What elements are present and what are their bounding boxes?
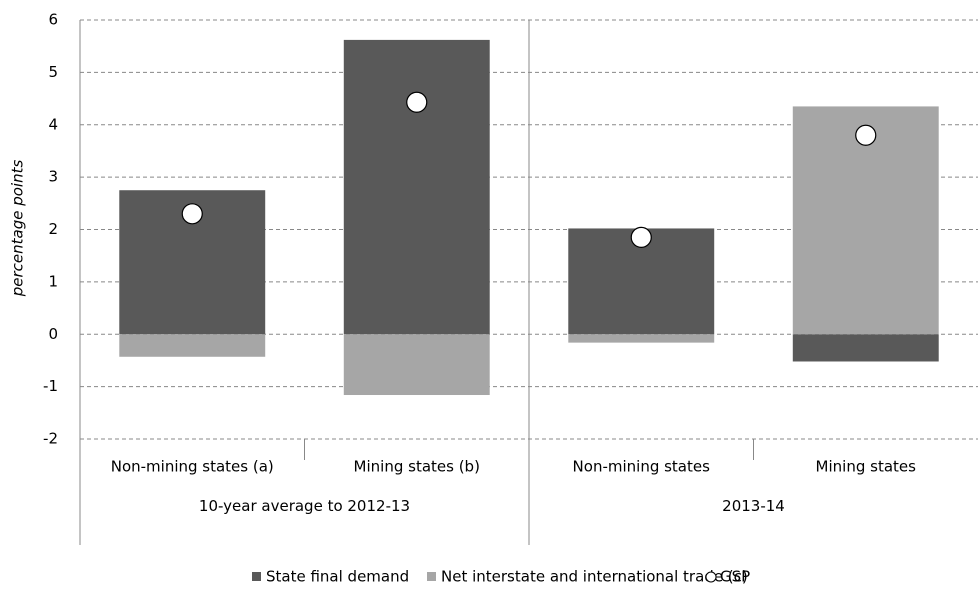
gsp-marker: [406, 91, 428, 113]
legend-label: GSP: [720, 568, 750, 586]
bar: [343, 334, 490, 396]
legend-label: Net interstate and international trade (…: [441, 568, 748, 586]
y-tick-label: 4: [48, 115, 58, 133]
bar: [343, 39, 490, 335]
legend-marker: [252, 572, 261, 581]
group-label: 2013-14: [722, 497, 785, 515]
y-tick-label: 5: [48, 63, 58, 81]
legend-marker: [705, 571, 717, 583]
y-tick-label: 1: [48, 272, 58, 290]
bar: [792, 334, 939, 362]
y-tick-label: 0: [48, 325, 58, 343]
legend-marker: [427, 572, 436, 581]
y-axis-label: percentage points: [9, 160, 27, 298]
y-tick-label: 3: [48, 168, 58, 186]
gsp-marker: [630, 226, 652, 248]
x-tick-label: Mining states: [816, 458, 917, 476]
group-label: 10-year average to 2012-13: [198, 497, 411, 515]
y-tick-label: 2: [48, 220, 58, 238]
gsp-marker: [181, 203, 203, 225]
y-tick-label: 6: [48, 11, 58, 29]
y-tick-label: -1: [43, 377, 58, 395]
gsp-marker: [855, 124, 877, 146]
x-tick-label: Non-mining states: [573, 458, 711, 476]
bar: [568, 334, 715, 343]
bar: [119, 334, 266, 357]
x-tick-label: Mining states (b): [354, 458, 480, 476]
y-tick-label: -2: [43, 430, 58, 448]
x-tick-label: Non-mining states (a): [111, 458, 274, 476]
legend-label: State final demand: [266, 568, 409, 586]
